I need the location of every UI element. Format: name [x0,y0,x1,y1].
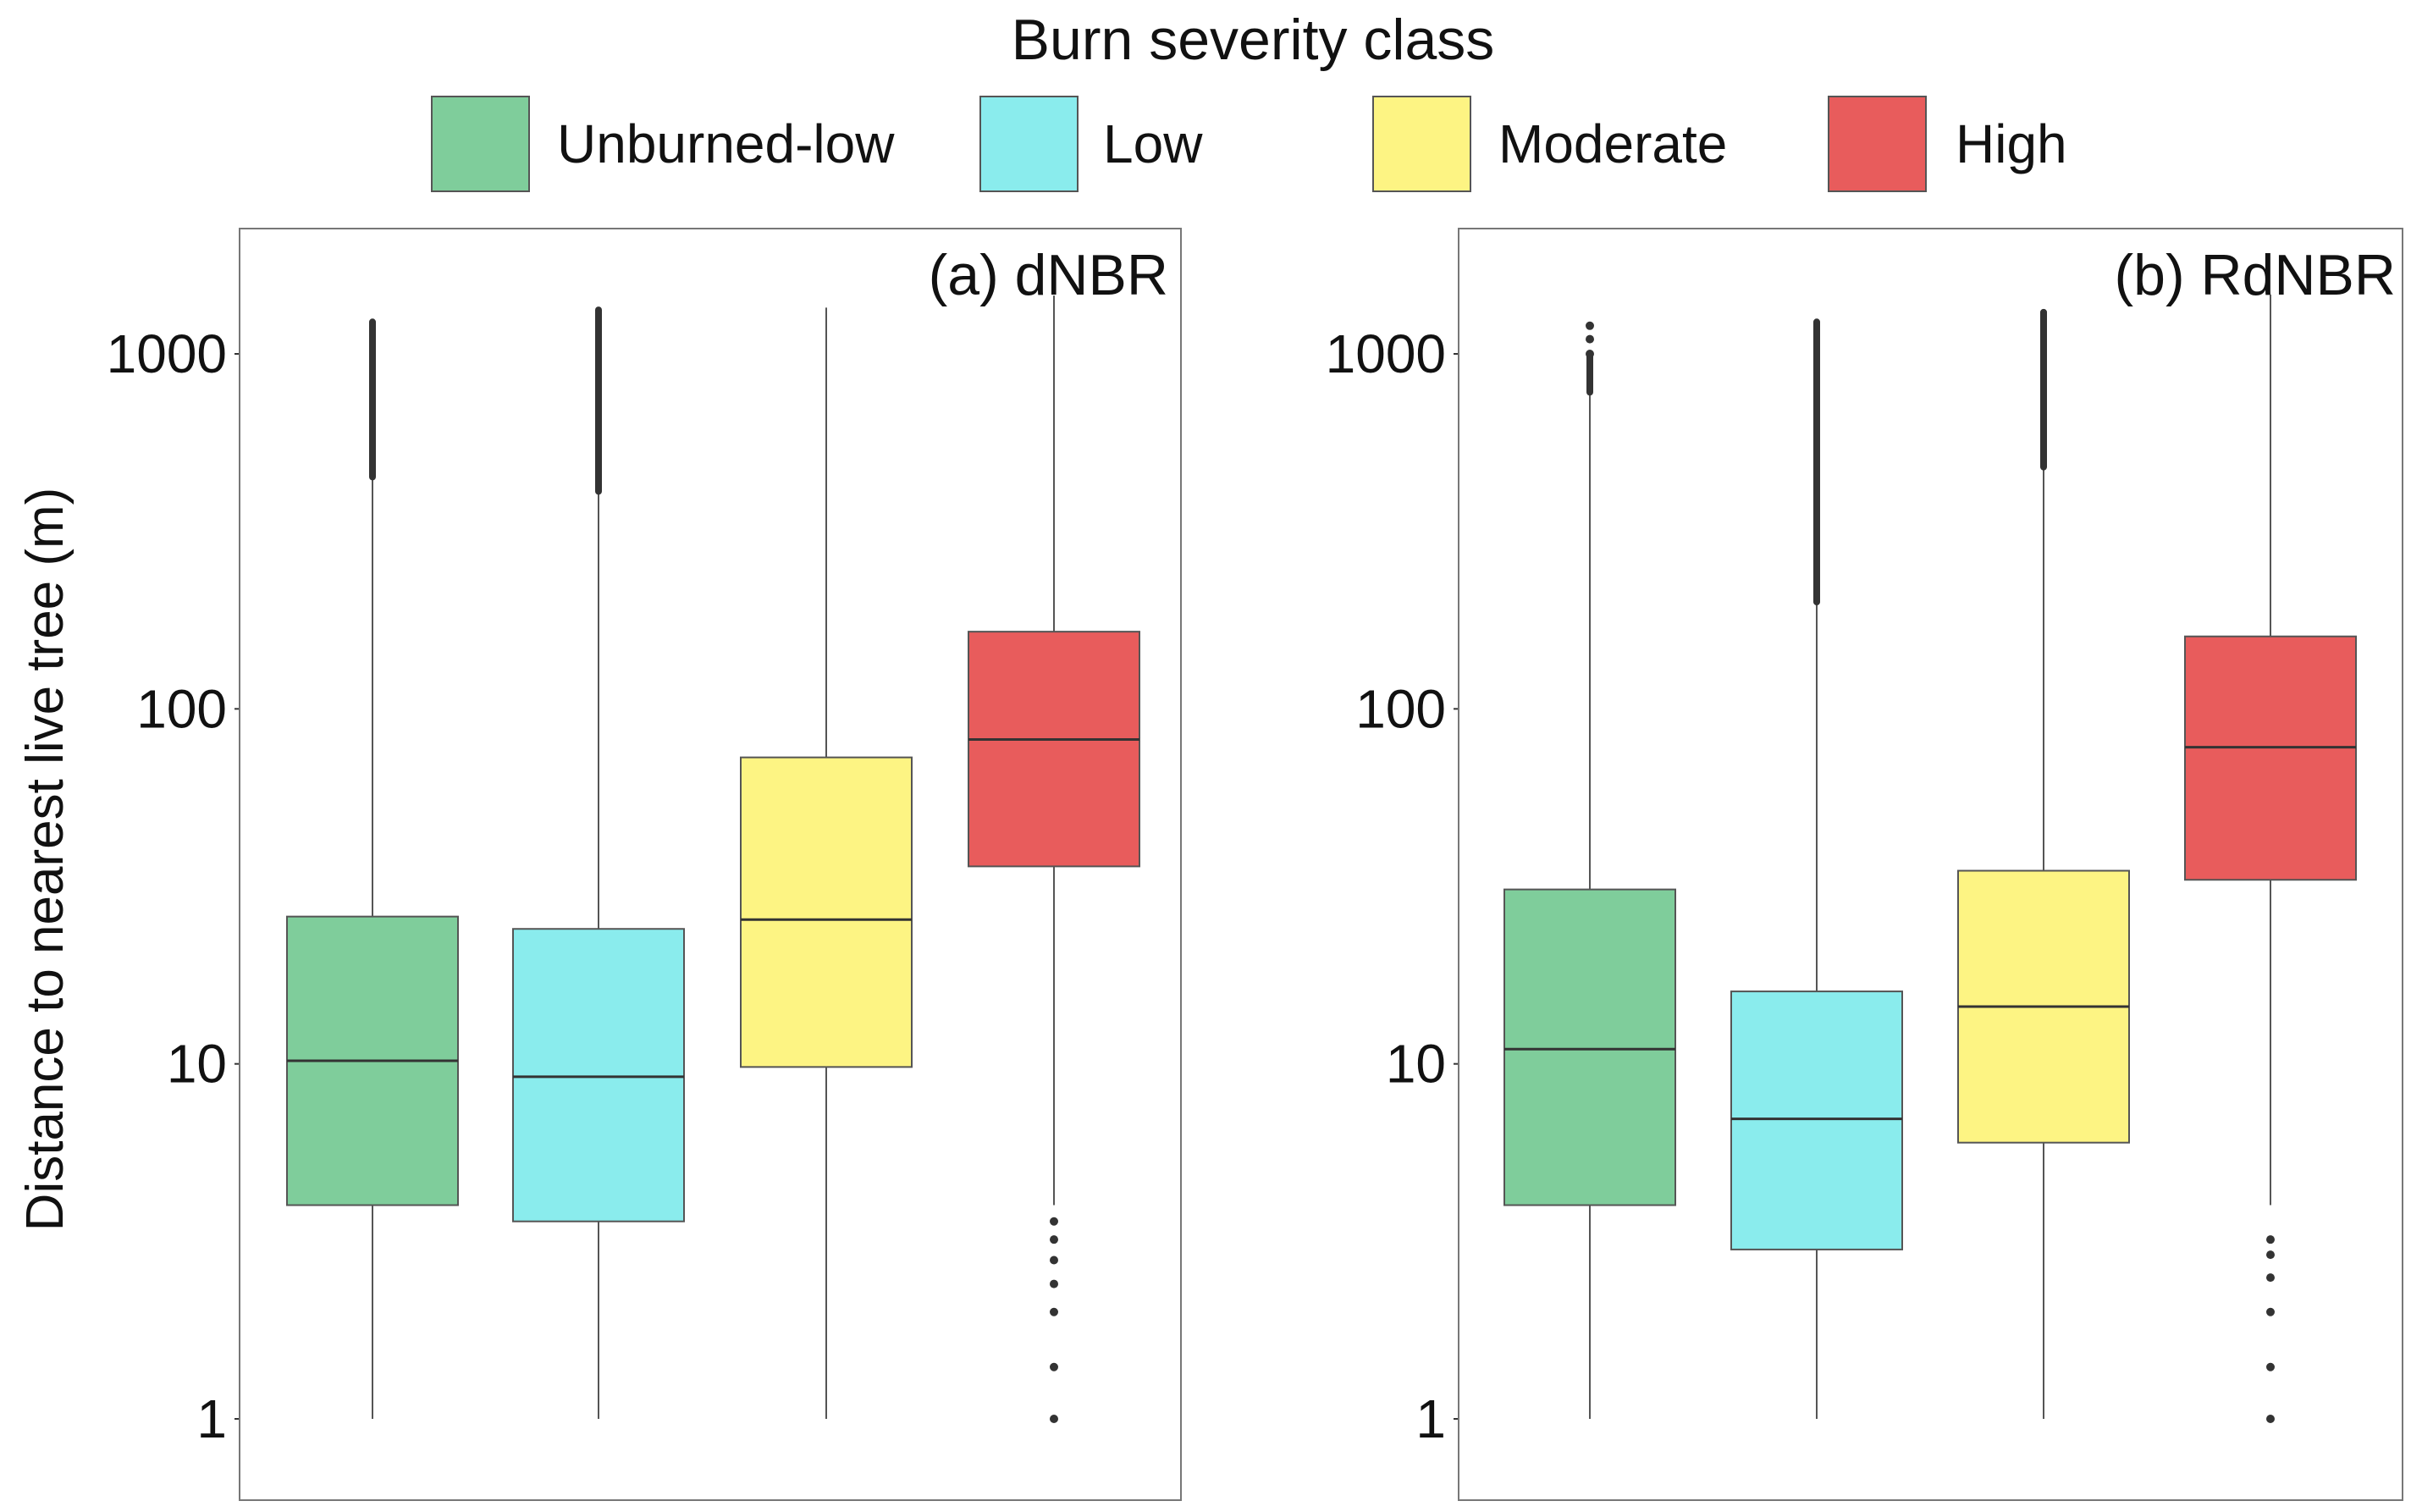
legend-label-high: High [1956,113,2067,174]
panel-a-high-outlier-low-0 [1050,1217,1058,1226]
panel-a-ytick-label-1: 1 [196,1388,227,1449]
panel-a-ytick-label-10: 10 [167,1034,227,1095]
legend-title: Burn severity class [1012,8,1495,72]
legend-swatch-moderate [1372,96,1471,192]
legend-swatch-unburned-low [431,96,530,192]
panel-b-unburned-low-outlier-high-0 [1586,350,1594,358]
legend-label-low: Low [1103,113,1203,174]
panel-a-ytick-label-1000: 1000 [107,323,227,384]
panel-a-plot: 1 10 100 1000 [107,295,1140,1449]
panel-b-title: (b) RdNBR [2115,243,2397,307]
panel-b-ytick-label-1000: 1000 [1326,323,1446,384]
panel-b-unburned-low-outlier-high-1 [1586,334,1594,344]
panel-b-unburned-low-box [1503,888,1676,1206]
panel-b-high-outlier-low-3 [2266,1307,2275,1316]
panel-a-moderate-box [740,756,913,1068]
panel-b-frame [1458,228,2403,1501]
panel-a-low-box [512,928,685,1222]
panel-b-high-outlier-low-0 [2266,1235,2275,1244]
panel-b-high-outlier-low-1 [2266,1250,2275,1260]
legend-swatch-low [979,96,1079,192]
panel-b-ytick-label-10: 10 [1386,1034,1446,1095]
legend-label-moderate: Moderate [1498,113,1727,174]
panel-b-ytick-label-100: 100 [1355,678,1446,739]
legend-swatch-high [1828,96,1927,192]
panel-a-ytick-label-100: 100 [136,678,227,739]
panel-a-high-outlier-low-2 [1050,1255,1058,1265]
panel-b-high-box [2184,635,2357,881]
panel-a-high-outlier-low-5 [1050,1362,1058,1371]
panel-a-high-outlier-low-1 [1050,1235,1058,1244]
panel-b-plot: 1 10 100 1000 [1326,294,2357,1449]
chart-marks: 1 10 100 1000 1 10 100 1000 [107,294,2357,1449]
y-axis-label: Distance to nearest live tree (m) [16,488,74,1232]
panel-b-low-box [1730,991,1903,1250]
legend-label-unburned-low: Unburned-low [557,113,895,174]
legend: Burn severity class Unburned-low Low Mod… [431,8,2067,192]
panel-a-high-outlier-low-3 [1050,1279,1058,1289]
panel-a-title: (a) dNBR [929,243,1168,307]
panel-b-high-outlier-low-4 [2266,1362,2275,1371]
panel-b-unburned-low-outlier-high-2 [1586,321,1594,330]
panel-b-high-outlier-low-5 [2266,1415,2275,1423]
panel-b-high-outlier-low-2 [2266,1273,2275,1283]
panel-a-high-outlier-low-6 [1050,1415,1058,1423]
panel-b-ytick-label-1: 1 [1415,1388,1446,1449]
panel-a-high-box [968,631,1140,868]
panel-a-frame [239,228,1182,1501]
panel-a-high-outlier-low-4 [1050,1307,1058,1316]
